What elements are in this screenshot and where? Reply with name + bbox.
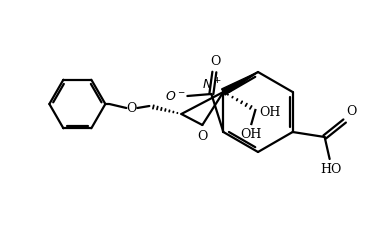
Text: $N^+$: $N^+$ — [202, 78, 222, 93]
Text: O: O — [197, 130, 208, 143]
Polygon shape — [222, 72, 258, 95]
Text: HO: HO — [320, 163, 341, 176]
Text: O: O — [210, 55, 221, 68]
Text: $O^-$: $O^-$ — [164, 90, 185, 103]
Text: O: O — [347, 105, 357, 118]
Text: OH: OH — [259, 106, 281, 119]
Text: OH: OH — [241, 128, 262, 141]
Text: O: O — [126, 101, 137, 114]
